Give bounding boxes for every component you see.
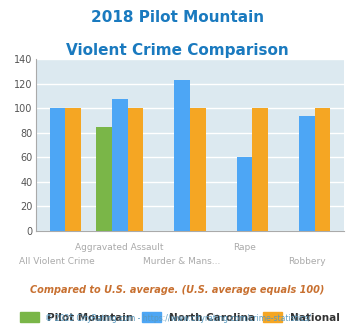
Bar: [252, 109, 268, 231]
Bar: [299, 116, 315, 231]
Bar: [112, 99, 127, 231]
Text: Compared to U.S. average. (U.S. average equals 100): Compared to U.S. average. (U.S. average …: [30, 285, 325, 295]
Bar: [174, 80, 190, 231]
Text: Rape: Rape: [233, 243, 256, 252]
Bar: [65, 109, 81, 231]
Bar: [127, 109, 143, 231]
Text: All Violent Crime: All Violent Crime: [20, 257, 95, 266]
Text: Violent Crime Comparison: Violent Crime Comparison: [66, 43, 289, 58]
Bar: [190, 109, 206, 231]
Text: © 2025 CityRating.com - https://www.cityrating.com/crime-statistics/: © 2025 CityRating.com - https://www.city…: [45, 314, 310, 323]
Text: Robbery: Robbery: [288, 257, 326, 266]
Bar: [237, 157, 252, 231]
Legend: Pilot Mountain, North Carolina, National: Pilot Mountain, North Carolina, National: [16, 308, 344, 327]
Text: 2018 Pilot Mountain: 2018 Pilot Mountain: [91, 10, 264, 25]
Text: Murder & Mans...: Murder & Mans...: [143, 257, 221, 266]
Text: Aggravated Assault: Aggravated Assault: [76, 243, 164, 252]
Bar: [96, 127, 112, 231]
Bar: [315, 109, 330, 231]
Bar: [50, 109, 65, 231]
